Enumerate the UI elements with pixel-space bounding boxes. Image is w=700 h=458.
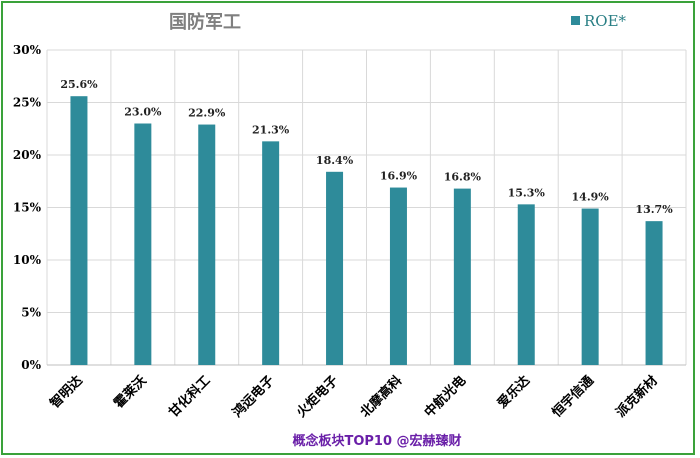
x-tick-label: 中航光电 [421, 373, 469, 421]
data-label: 13.7% [635, 203, 673, 216]
y-tick-label: 0% [21, 358, 41, 372]
x-tick-label: 恒宇信通 [549, 373, 597, 421]
x-tick-label: 鸿远电子 [229, 373, 277, 421]
y-tick-label: 25% [13, 96, 42, 110]
data-label: 23.0% [124, 106, 162, 119]
data-label: 18.4% [316, 154, 354, 167]
x-tick-label: 智明达 [47, 373, 86, 412]
bar [70, 96, 88, 365]
data-label: 14.9% [572, 191, 610, 204]
bar [198, 124, 216, 365]
data-label: 21.3% [252, 123, 290, 136]
y-tick-label: 15% [13, 201, 42, 215]
x-tick-label: 爱乐达 [494, 373, 533, 412]
x-tick-label: 霍莱沃 [111, 373, 150, 412]
y-tick-label: 5% [21, 306, 41, 320]
y-tick-label: 20% [13, 148, 42, 162]
x-tick-label: 火炬电子 [293, 373, 341, 421]
bar [581, 208, 599, 365]
x-tick-label: 北摩高科 [357, 373, 405, 421]
y-tick-label: 30% [13, 43, 42, 57]
bar [453, 188, 471, 365]
x-tick-label: 派克新材 [613, 373, 661, 421]
bar-series: 25.6% 23.0% 22.9% 21.3% 18.4% 16.9% 16.8% 15.3%… [60, 78, 673, 365]
footer-caption: 概念板块TOP10 @宏赫臻财 [292, 433, 461, 449]
bar [389, 187, 407, 365]
chart-title: 国防军工 [169, 11, 241, 33]
data-label: 25.6% [60, 78, 98, 91]
gridlines [46, 49, 687, 366]
legend-swatch [571, 16, 580, 25]
x-tick-label: 甘化科工 [165, 373, 213, 421]
bar [134, 123, 152, 365]
data-label: 16.8% [444, 171, 482, 184]
data-label: 16.9% [380, 170, 418, 183]
legend-label: ROE* [584, 12, 627, 30]
y-tick-label: 10% [13, 253, 42, 267]
bar [517, 204, 535, 365]
bar [645, 221, 663, 365]
y-axis: 0% 5% 10% 15% 20% 25% 30% [13, 43, 42, 372]
data-label: 15.3% [508, 186, 546, 199]
data-label: 22.9% [188, 107, 226, 120]
x-axis: 智明达 霍莱沃 甘化科工 鸿远电子 火炬电子 北摩高科 中航光电 爱乐达 恒宇信通 派克新材 [47, 373, 661, 421]
bar [326, 171, 344, 365]
bar [262, 141, 280, 365]
